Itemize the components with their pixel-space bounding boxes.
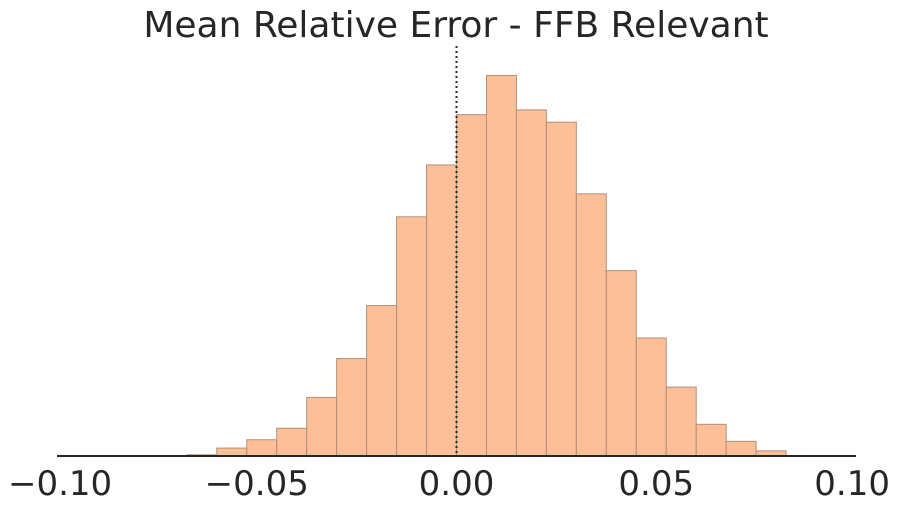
histogram-bar-13: [575, 193, 607, 457]
x-tick-label-2: 0.00: [419, 464, 495, 504]
histogram-bar-4: [306, 396, 338, 457]
x-tick-label-0: −0.10: [8, 464, 112, 504]
histogram-bar-2: [246, 439, 278, 457]
x-tick-labels: −0.10 −0.05 0.00 0.05 0.10: [8, 464, 890, 504]
histogram-bar-7: [396, 216, 428, 457]
histogram-bar-18: [725, 440, 757, 457]
histogram-bar-8: [426, 164, 458, 457]
histogram-bar-17: [695, 423, 727, 457]
bars-layer: [186, 74, 787, 457]
histogram-bar-5: [336, 358, 368, 457]
x-tick-label-1: −0.05: [205, 464, 309, 504]
histogram-bar-14: [605, 270, 637, 457]
chart-title: Mean Relative Error - FFB Relevant: [143, 5, 768, 46]
histogram-bar-10: [485, 74, 517, 457]
histogram-bar-12: [545, 121, 577, 457]
histogram-bar-9: [456, 114, 487, 457]
histogram-bar-15: [635, 337, 667, 457]
histogram-bar-1: [216, 447, 248, 457]
histogram-bar-16: [665, 386, 697, 457]
histogram-bar-6: [366, 305, 398, 457]
x-tick-label-4: 0.10: [814, 464, 890, 504]
histogram-bar-11: [515, 109, 547, 457]
x-tick-label-3: 0.05: [618, 464, 694, 504]
histogram-bar-3: [276, 427, 308, 457]
